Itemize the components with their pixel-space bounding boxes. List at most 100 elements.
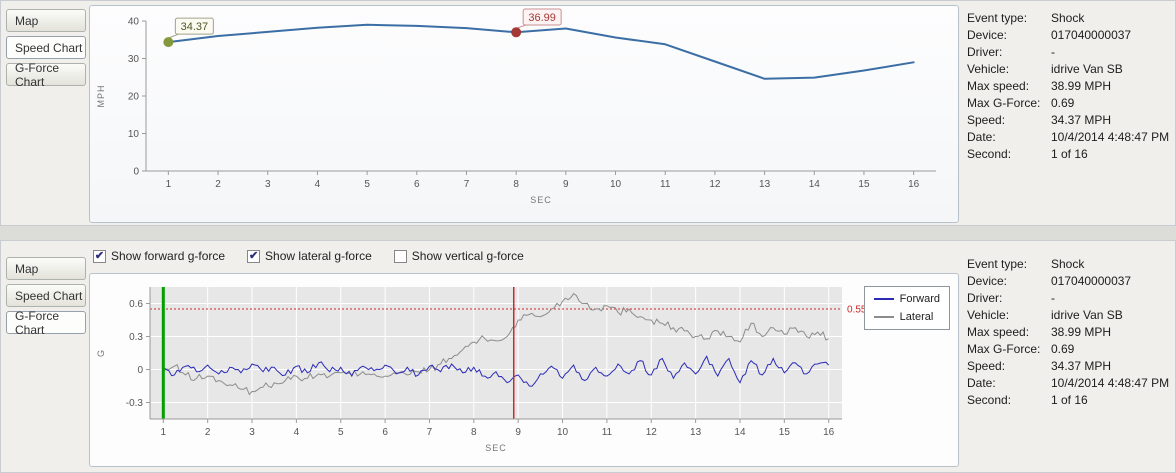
- gforce-options-row: ✔ Show forward g-force ✔ Show lateral g-for…: [93, 249, 546, 263]
- svg-text:2: 2: [215, 179, 221, 190]
- svg-text:0: 0: [133, 167, 139, 178]
- checkbox-label: Show lateral g-force: [265, 249, 372, 263]
- svg-text:30: 30: [128, 54, 140, 65]
- svg-text:10: 10: [557, 427, 569, 438]
- svg-text:8: 8: [471, 427, 477, 438]
- svg-text:10: 10: [128, 129, 140, 140]
- info-label: Device:: [967, 274, 1008, 288]
- gforce-chart-panel: Map Speed Chart G-Force Chart ✔ Show forwar…: [0, 240, 1176, 473]
- info-label: Speed:: [967, 359, 1006, 373]
- event-info-panel-bottom: Event type: Shock Device: 017040000037 Drive…: [967, 257, 1171, 407]
- info-label: Max speed:: [967, 79, 1030, 93]
- info-value: 1 of 16: [1051, 393, 1088, 407]
- svg-text:40: 40: [128, 17, 140, 28]
- svg-text:12: 12: [646, 427, 658, 438]
- info-value: Shock: [1051, 11, 1085, 25]
- svg-text:3: 3: [265, 179, 271, 190]
- svg-text:15: 15: [779, 427, 791, 438]
- info-label: Max G-Force:: [967, 96, 1041, 110]
- svg-text:MPH: MPH: [96, 85, 106, 108]
- tab-map[interactable]: Map: [6, 257, 86, 280]
- svg-text:16: 16: [908, 179, 920, 190]
- info-value: 0.69: [1051, 96, 1075, 110]
- legend-label: Forward: [899, 293, 940, 305]
- info-value: 34.37 MPH: [1051, 359, 1112, 373]
- svg-text:11: 11: [602, 427, 613, 438]
- info-value: 38.99 MPH: [1051, 79, 1112, 93]
- info-value: 38.99 MPH: [1051, 325, 1112, 339]
- info-value: 34.37 MPH: [1051, 113, 1112, 127]
- tab-speed-chart[interactable]: Speed Chart: [6, 284, 86, 307]
- checkmark-icon[interactable]: ✔: [247, 249, 261, 263]
- info-value: idrive Van SB: [1051, 62, 1123, 76]
- tab-strip-bottom: Map Speed Chart G-Force Chart: [6, 257, 86, 337]
- speed-chart-panel: Map Speed Chart G-Force Chart 0 10 20 30 40 1 2 3…: [0, 0, 1176, 226]
- svg-text:0.55: 0.55: [847, 305, 867, 316]
- svg-text:8: 8: [513, 179, 519, 190]
- svg-text:7: 7: [427, 427, 433, 438]
- svg-text:2: 2: [205, 427, 211, 438]
- info-value: Shock: [1051, 257, 1085, 271]
- svg-text:0: 0: [137, 365, 143, 376]
- checkbox-show-vertical-g-force[interactable]: Show vertical g-force: [393, 249, 524, 263]
- checkmark-icon[interactable]: ✔: [93, 249, 106, 263]
- info-value: -: [1051, 45, 1055, 59]
- svg-text:SEC: SEC: [530, 195, 552, 205]
- tab-map[interactable]: Map: [6, 9, 86, 32]
- svg-text:7: 7: [464, 179, 470, 190]
- svg-text:13: 13: [690, 427, 702, 438]
- info-label: Max G-Force:: [967, 342, 1041, 356]
- svg-text:10: 10: [610, 179, 622, 190]
- gforce-chart[interactable]: -0.300.30.61 2 3 4 5 6 7 8 9 10 11 12 13 14 15 16SECG0.…: [90, 275, 958, 465]
- tab-g-force-chart[interactable]: G-Force Chart: [6, 309, 86, 337]
- info-value: 017040000037: [1051, 28, 1132, 42]
- info-value: 10/4/2014 4:48:47 PM: [1051, 376, 1170, 390]
- svg-text:9: 9: [515, 427, 521, 438]
- checkbox-label: Show forward g-force: [111, 249, 226, 263]
- legend-item-forward: Forward: [873, 293, 940, 305]
- svg-text:-0.3: -0.3: [126, 398, 144, 409]
- svg-text:9: 9: [563, 179, 569, 190]
- svg-text:4: 4: [315, 179, 321, 190]
- svg-text:13: 13: [759, 179, 771, 190]
- info-label: Second:: [967, 147, 1012, 161]
- info-value: 0.69: [1051, 342, 1075, 356]
- info-label: Device:: [967, 28, 1008, 42]
- info-value: -: [1051, 291, 1055, 305]
- info-label: Date:: [967, 130, 996, 144]
- svg-text:15: 15: [858, 179, 870, 190]
- checkbox-label: Show vertical g-force: [411, 249, 524, 263]
- checkbox-icon[interactable]: [393, 249, 407, 263]
- event-info-panel-top: Event type: Shock Device: 017040000037 Drive…: [967, 11, 1171, 161]
- svg-text:20: 20: [128, 92, 140, 103]
- info-value: idrive Van SB: [1051, 308, 1123, 322]
- info-value: 017040000037: [1051, 274, 1132, 288]
- checkbox-show-forward-g-force[interactable]: ✔ Show forward g-force: [93, 249, 225, 263]
- info-label: Event type:: [967, 11, 1028, 25]
- svg-text:14: 14: [734, 427, 746, 438]
- info-label: Speed:: [967, 113, 1006, 127]
- legend-label: Lateral: [899, 311, 934, 323]
- info-label: Event type:: [967, 257, 1028, 271]
- svg-text:6: 6: [414, 179, 420, 190]
- tab-speed-chart[interactable]: Speed Chart: [6, 36, 86, 59]
- gforce-chart-frame: -0.3 0 0.3 0.6 1 2 3 4 5 6 7 8 9 10 11 12 13 14 15 16 SEC G 0.…: [89, 273, 959, 467]
- checkbox-show-lateral-g-force[interactable]: ✔ Show lateral g-force: [247, 249, 372, 263]
- tab-g-force-chart[interactable]: G-Force Chart: [6, 61, 86, 89]
- chart-legend: Forward Lateral: [863, 286, 950, 330]
- info-label: Vehicle:: [967, 308, 1010, 322]
- svg-text:G: G: [96, 349, 106, 357]
- svg-text:SEC: SEC: [485, 443, 507, 453]
- info-label: Max speed:: [967, 325, 1030, 339]
- info-label: Vehicle:: [967, 62, 1010, 76]
- svg-text:14: 14: [809, 179, 821, 190]
- legend-line-icon: [873, 316, 894, 318]
- info-label: Second:: [967, 393, 1012, 407]
- svg-text:34.37: 34.37: [181, 21, 209, 33]
- svg-text:1: 1: [161, 427, 167, 438]
- svg-text:4: 4: [294, 427, 300, 438]
- svg-text:0.6: 0.6: [129, 299, 143, 310]
- svg-text:5: 5: [338, 427, 344, 438]
